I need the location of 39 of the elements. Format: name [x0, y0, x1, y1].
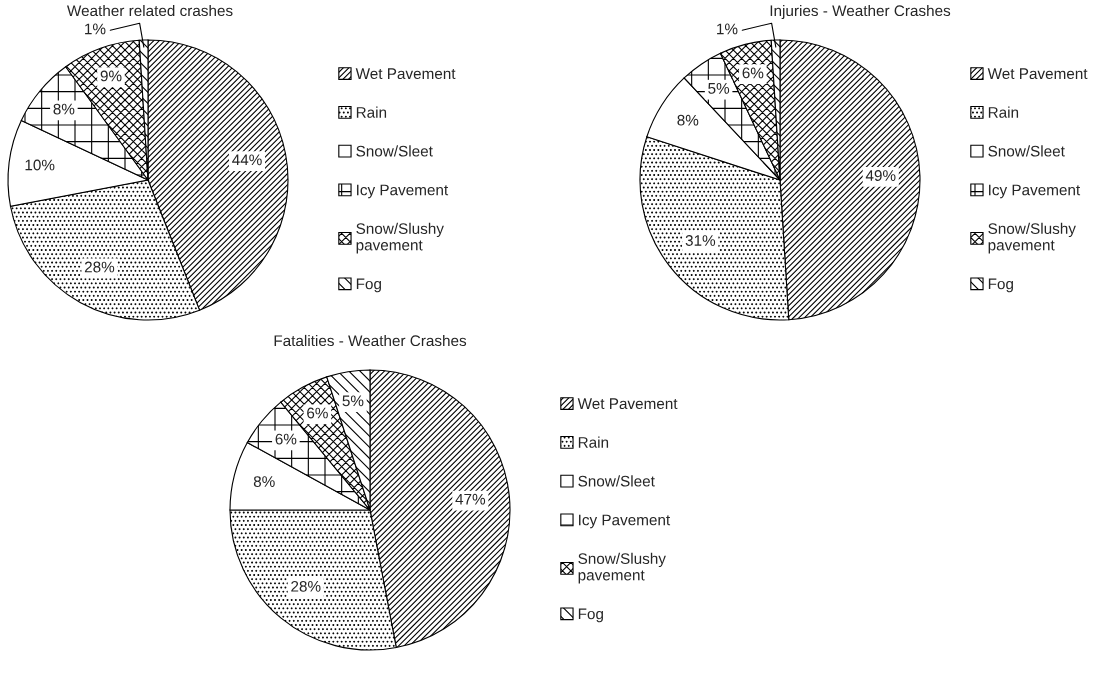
- legend-label: Rain: [356, 106, 387, 118]
- data-label: 31%: [685, 235, 716, 246]
- data-label: 28%: [84, 261, 115, 273]
- legend-label: Icy Pavement: [579, 514, 671, 529]
- legend-label: Icy Pavement: [357, 184, 449, 199]
- data-label: 47%: [455, 493, 486, 505]
- legend-label: Wet Pavement: [577, 398, 678, 410]
- data-label: 10%: [25, 159, 55, 171]
- legend-label: Rain: [988, 106, 1019, 118]
- chart-title: Injuries - Weather Crashes: [770, 4, 951, 20]
- legend-label: Icy Pavement: [989, 184, 1081, 199]
- legend-label: Snow/Slushy pavement: [578, 552, 666, 584]
- legend-label: Snow/Sleet: [356, 145, 433, 157]
- data-label: 1%: [85, 23, 106, 35]
- data-label: 44%: [232, 154, 262, 166]
- legend-label: Wet Pavement: [987, 68, 1088, 80]
- data-label: 6%: [742, 67, 764, 79]
- chart-title: Fatalities - Weather Crashes: [274, 334, 467, 347]
- data-label: 6%: [307, 407, 328, 419]
- legend-label: Snow/Slushy pavement: [356, 222, 444, 254]
- data-label: 8%: [253, 476, 275, 487]
- chart-title: Weather related crashes: [66, 4, 233, 17]
- data-label: 8%: [53, 103, 75, 115]
- data-label: 5%: [342, 395, 364, 407]
- data-label: 8%: [677, 114, 699, 126]
- legend-label: Rain: [578, 436, 609, 448]
- legend-label: Snow/Slushy pavement: [988, 222, 1076, 254]
- data-label: 49%: [865, 170, 896, 181]
- legend-label: Fog: [578, 608, 603, 623]
- legend-label: Snow/Sleet: [578, 475, 655, 487]
- data-label: 5%: [708, 83, 730, 94]
- data-label: 9%: [100, 70, 122, 82]
- data-label: 1%: [717, 23, 738, 35]
- data-label: 28%: [291, 580, 321, 592]
- legend-label: Snow/Sleet: [988, 145, 1065, 157]
- legend-label: Wet Pavement: [355, 68, 456, 80]
- legend-label: Fog: [988, 278, 1013, 293]
- legend-label: Fog: [356, 278, 381, 293]
- data-label: 6%: [275, 433, 297, 445]
